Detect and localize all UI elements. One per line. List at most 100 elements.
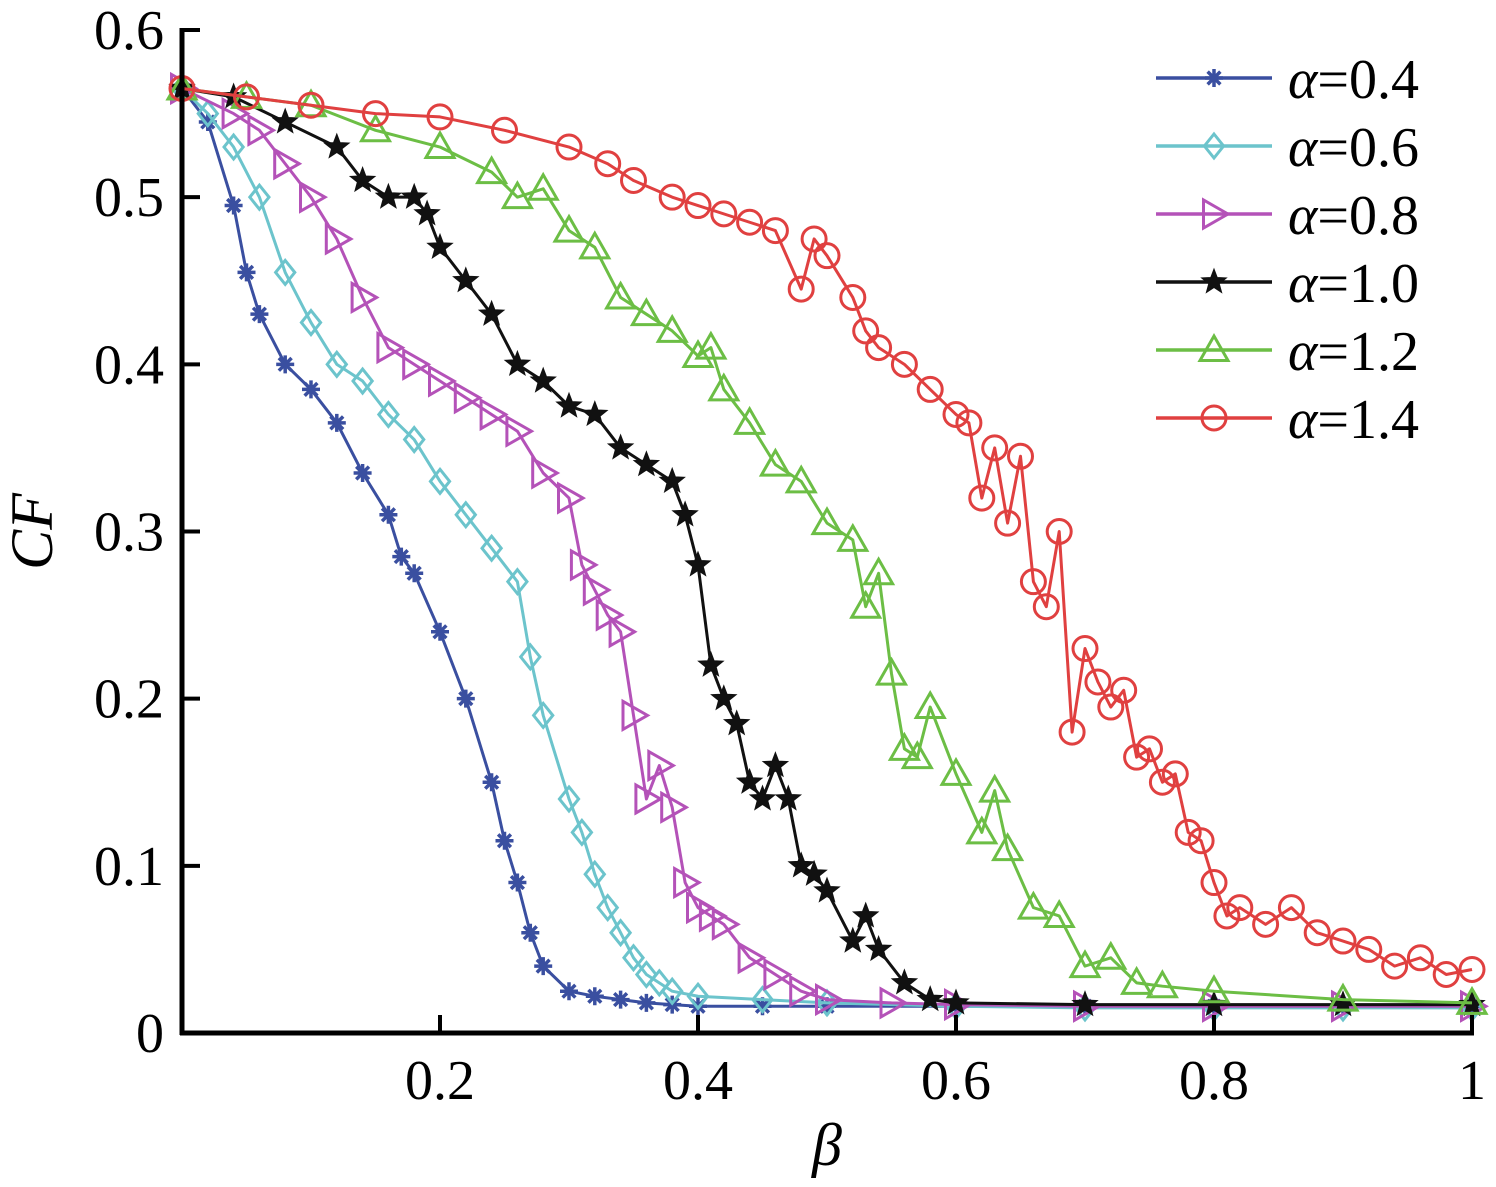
data-point (1226, 894, 1254, 922)
data-point (505, 567, 529, 597)
data-point (787, 851, 815, 878)
data-point (813, 876, 841, 903)
data-point (707, 372, 741, 402)
data-point (529, 366, 557, 393)
legend-label: α=0.6 (1288, 117, 1419, 179)
data-point (376, 331, 406, 365)
data-point (671, 500, 699, 527)
data-point (1455, 985, 1489, 1015)
x-tick-label: 0.4 (663, 1050, 733, 1112)
data-point (1145, 969, 1179, 999)
data-point (585, 987, 604, 1006)
data-point (196, 99, 220, 128)
data-point (302, 380, 320, 399)
data-point (233, 83, 260, 111)
data-point (1277, 894, 1305, 922)
data-point (658, 466, 686, 494)
data-point (247, 182, 271, 212)
data-point (224, 196, 243, 215)
data-point (555, 391, 583, 418)
data-point (634, 960, 658, 989)
data-point (1136, 735, 1163, 763)
data-point (874, 656, 909, 686)
data-point (1084, 668, 1112, 696)
data-point (660, 976, 684, 1006)
data-point (273, 147, 303, 181)
data-point (1187, 827, 1215, 855)
data-point (569, 548, 599, 582)
data-point (710, 200, 738, 228)
series-layer (165, 71, 1490, 1023)
data-point (939, 756, 973, 786)
data-point (647, 968, 671, 998)
data-point (851, 901, 880, 928)
data-point (1381, 952, 1409, 980)
data-point (711, 907, 741, 941)
data-point (887, 731, 921, 761)
data-point (560, 982, 578, 1001)
series-3 (170, 71, 1490, 1023)
data-point (1200, 869, 1228, 897)
data-point (839, 926, 867, 953)
data-point (518, 642, 542, 672)
data-point (681, 338, 715, 368)
data-point (697, 650, 725, 677)
series-6 (168, 75, 1486, 988)
y-tick-label: 0 (136, 1003, 164, 1065)
data-point (480, 533, 504, 563)
data-point (637, 993, 656, 1012)
y-tick-label: 0.5 (94, 167, 164, 229)
data-point (774, 784, 803, 811)
data-point (629, 297, 663, 327)
data-point (594, 150, 622, 178)
data-point (428, 466, 452, 496)
data-point (479, 397, 509, 432)
data-point (890, 350, 918, 378)
data-point (839, 283, 867, 311)
data-point (431, 622, 449, 641)
data-point (609, 918, 633, 948)
data-point (557, 784, 581, 814)
data-point (620, 166, 647, 194)
data-point (968, 484, 996, 512)
data-point (684, 192, 712, 220)
data-point (405, 564, 424, 583)
data-point (879, 986, 909, 1020)
data-point (531, 700, 555, 730)
data-point (1303, 919, 1331, 947)
data-point (327, 413, 346, 432)
data-point (916, 985, 944, 1012)
data-point (748, 784, 777, 811)
data-point (477, 299, 506, 326)
legend-label: α=1.2 (1288, 321, 1419, 383)
series-line (180, 87, 1472, 1008)
data-point (521, 923, 540, 942)
data-point (505, 414, 535, 448)
data-point (849, 589, 883, 619)
data-point (865, 334, 893, 362)
data-point (1252, 910, 1280, 938)
data-point (428, 364, 458, 398)
x-tick-label: 0.8 (1179, 1050, 1249, 1112)
series-1 (173, 79, 1481, 1016)
data-point (655, 313, 689, 343)
data-point (297, 91, 325, 119)
legend-item-3: α=0.8 (1156, 185, 1419, 247)
legend-item-1: α=0.4 (1156, 49, 1419, 111)
data-point (413, 199, 441, 226)
data-point (581, 400, 609, 427)
data-point (392, 547, 411, 566)
data-point (452, 266, 480, 293)
x-tick-label: 0.6 (921, 1050, 991, 1112)
legend-item-5: α=1.2 (1156, 321, 1419, 383)
data-point (722, 709, 751, 736)
data-point (1042, 898, 1076, 928)
series-line (181, 87, 1472, 1007)
x-axis-title: β (811, 1112, 842, 1178)
data-point (358, 113, 393, 143)
data-point (965, 815, 999, 845)
series-5 (165, 71, 1489, 1015)
legend-marker (1202, 197, 1232, 231)
legend-item-4: α=1.0 (1156, 253, 1419, 315)
data-point (1197, 974, 1231, 1004)
